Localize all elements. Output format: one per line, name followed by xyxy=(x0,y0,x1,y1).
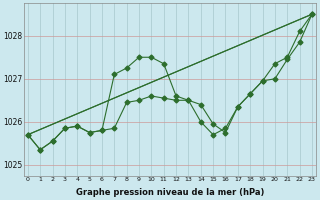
X-axis label: Graphe pression niveau de la mer (hPa): Graphe pression niveau de la mer (hPa) xyxy=(76,188,264,197)
